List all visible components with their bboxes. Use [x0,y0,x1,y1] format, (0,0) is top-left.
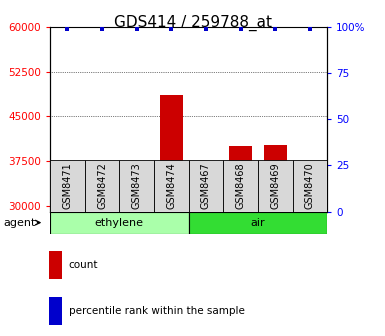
FancyBboxPatch shape [189,160,223,212]
FancyBboxPatch shape [293,160,327,212]
Text: GSM8468: GSM8468 [236,163,246,209]
Text: GSM8469: GSM8469 [270,163,280,209]
Bar [49,251,62,279]
Bar [126,161,148,212]
Text: GSM8471: GSM8471 [62,162,72,209]
Text: GDS414 / 259788_at: GDS414 / 259788_at [114,15,271,31]
FancyBboxPatch shape [154,160,189,212]
FancyBboxPatch shape [50,160,85,212]
FancyBboxPatch shape [223,160,258,212]
FancyBboxPatch shape [189,212,327,234]
Text: GSM8474: GSM8474 [166,162,176,209]
Bar [299,191,321,212]
FancyBboxPatch shape [50,212,189,234]
Text: count: count [69,260,98,269]
Bar [49,297,62,325]
FancyBboxPatch shape [258,160,293,212]
FancyBboxPatch shape [119,160,154,212]
Bar [229,146,252,212]
Bar [264,145,286,212]
FancyBboxPatch shape [85,160,119,212]
Text: ethylene: ethylene [95,218,144,227]
Bar [160,95,182,212]
Text: agent: agent [4,218,36,227]
Bar [195,197,217,212]
Text: GSM8467: GSM8467 [201,162,211,209]
Text: GSM8470: GSM8470 [305,162,315,209]
Text: percentile rank within the sample: percentile rank within the sample [69,306,244,316]
Text: GSM8472: GSM8472 [97,162,107,209]
Bar [56,205,79,212]
Text: air: air [251,218,265,227]
Bar [91,197,113,212]
Text: GSM8473: GSM8473 [132,162,142,209]
